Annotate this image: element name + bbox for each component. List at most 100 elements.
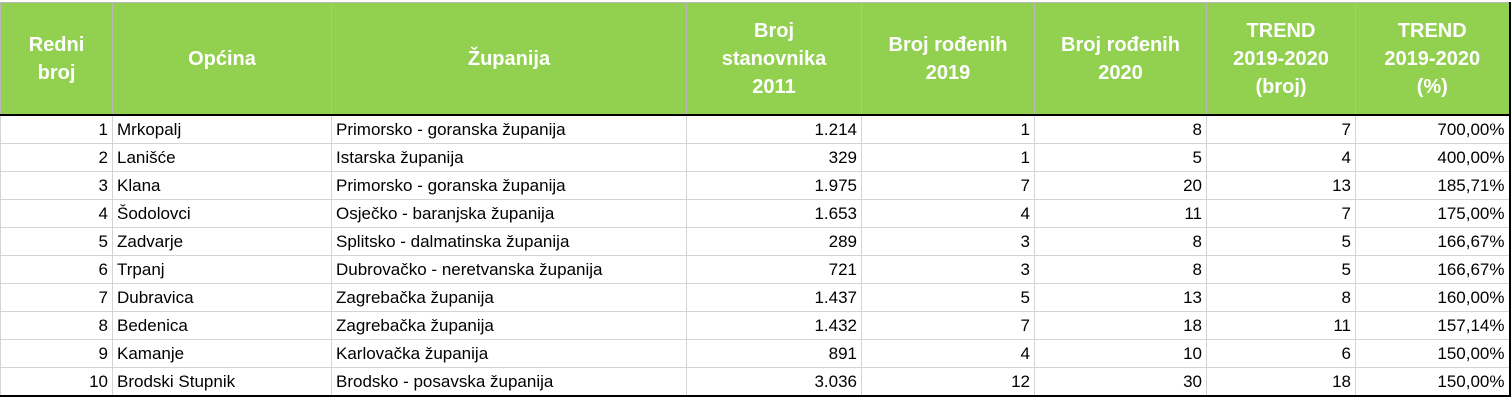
header-broj-stanovnika: Broj stanovnika 2011 [686,2,862,116]
births-trend-table: Redni broj Općina Županija Broj stanovnika … [0,2,1511,397]
cell-zupanija: Primorsko - goranska županija [331,171,687,200]
cell-opcina: Kamanje [112,339,332,368]
cell-trend-broj: 4 [1206,143,1356,172]
cell-zupanija: Istarska županija [331,143,687,172]
cell-zupanija: Zagrebačka županija [331,311,687,340]
cell-trend-broj: 7 [1206,199,1356,228]
cell-broj-stanovnika: 289 [686,227,862,256]
cell-trend-broj: 5 [1206,227,1356,256]
table-row: 2 Lanišće Istarska županija 329 1 5 4 400,00% [0,143,1511,172]
cell-rodeni-2020: 18 [1034,311,1207,340]
cell-rodeni-2020: 11 [1034,199,1207,228]
cell-broj-stanovnika: 1.432 [686,311,862,340]
cell-broj-stanovnika: 3.036 [686,367,862,397]
cell-rodeni-2019: 7 [861,171,1035,200]
cell-trend-postotak: 150,00% [1355,339,1511,368]
cell-trend-postotak: 400,00% [1355,143,1511,172]
cell-rodeni-2020: 13 [1034,283,1207,312]
cell-trend-postotak: 700,00% [1355,114,1511,144]
cell-rodeni-2019: 1 [861,143,1035,172]
table-row: 6 Trpanj Dubrovačko - neretvanska županija… [0,255,1511,284]
cell-trend-broj: 8 [1206,283,1356,312]
cell-broj-stanovnika: 1.214 [686,114,862,144]
cell-redni-broj: 5 [0,227,113,256]
cell-trend-broj: 6 [1206,339,1356,368]
cell-zupanija: Dubrovačko - neretvanska županija [331,255,687,284]
header-trend-broj: TREND 2019-2020 (broj) [1206,2,1356,116]
cell-redni-broj: 3 [0,171,113,200]
cell-rodeni-2019: 4 [861,339,1035,368]
cell-redni-broj: 10 [0,367,113,397]
cell-rodeni-2019: 7 [861,311,1035,340]
cell-broj-stanovnika: 1.653 [686,199,862,228]
cell-trend-postotak: 166,67% [1355,227,1511,256]
header-zupanija: Županija [331,2,687,116]
cell-opcina: Lanišće [112,143,332,172]
cell-trend-postotak: 160,00% [1355,283,1511,312]
cell-trend-broj: 13 [1206,171,1356,200]
cell-trend-postotak: 185,71% [1355,171,1511,200]
cell-redni-broj: 8 [0,311,113,340]
header-trend-postotak: TREND 2019-2020 (%) [1355,2,1511,116]
cell-opcina: Zadvarje [112,227,332,256]
cell-opcina: Trpanj [112,255,332,284]
cell-trend-broj: 11 [1206,311,1356,340]
cell-opcina: Brodski Stupnik [112,367,332,397]
header-redni-broj: Redni broj [0,2,113,116]
cell-trend-postotak: 157,14% [1355,311,1511,340]
header-rodeni-2019: Broj rođenih 2019 [861,2,1035,116]
cell-broj-stanovnika: 721 [686,255,862,284]
cell-trend-broj: 7 [1206,114,1356,144]
cell-zupanija: Karlovačka županija [331,339,687,368]
cell-rodeni-2020: 30 [1034,367,1207,397]
table-row: 5 Zadvarje Splitsko - dalmatinska županija… [0,227,1511,256]
cell-rodeni-2020: 20 [1034,171,1207,200]
cell-redni-broj: 2 [0,143,113,172]
table-row: 4 Šodolovci Osječko - baranjska županija 1.… [0,199,1511,228]
cell-broj-stanovnika: 329 [686,143,862,172]
cell-rodeni-2019: 3 [861,255,1035,284]
cell-rodeni-2020: 10 [1034,339,1207,368]
header-opcina: Općina [112,2,332,116]
cell-redni-broj: 9 [0,339,113,368]
cell-zupanija: Zagrebačka županija [331,283,687,312]
cell-opcina: Mrkopalj [112,114,332,144]
cell-trend-postotak: 166,67% [1355,255,1511,284]
header-rodeni-2020: Broj rođenih 2020 [1034,2,1207,116]
table-row: 9 Kamanje Karlovačka županija 891 4 10 6 150,00… [0,339,1511,368]
cell-rodeni-2019: 1 [861,114,1035,144]
cell-rodeni-2019: 3 [861,227,1035,256]
cell-redni-broj: 7 [0,283,113,312]
cell-trend-postotak: 175,00% [1355,199,1511,228]
cell-opcina: Bedenica [112,311,332,340]
cell-zupanija: Splitsko - dalmatinska županija [331,227,687,256]
cell-rodeni-2019: 4 [861,199,1035,228]
cell-opcina: Dubravica [112,283,332,312]
cell-redni-broj: 4 [0,199,113,228]
cell-rodeni-2019: 12 [861,367,1035,397]
table-header: Redni broj Općina Županija Broj stanovnika … [0,2,1511,116]
cell-opcina: Šodolovci [112,199,332,228]
cell-rodeni-2020: 5 [1034,143,1207,172]
cell-rodeni-2020: 8 [1034,255,1207,284]
cell-zupanija: Primorsko - goranska županija [331,114,687,144]
cell-zupanija: Brodsko - posavska županija [331,367,687,397]
cell-trend-broj: 5 [1206,255,1356,284]
table-row: 10 Brodski Stupnik Brodsko - posavska župa… [0,367,1511,397]
cell-trend-postotak: 150,00% [1355,367,1511,397]
cell-rodeni-2020: 8 [1034,114,1207,144]
table-body: 1 Mrkopalj Primorsko - goranska županija 1.… [0,114,1511,397]
table-row: 3 Klana Primorsko - goranska županija 1.975… [0,171,1511,200]
cell-redni-broj: 6 [0,255,113,284]
cell-zupanija: Osječko - baranjska županija [331,199,687,228]
table-row: 1 Mrkopalj Primorsko - goranska županija 1.… [0,114,1511,144]
table-row: 8 Bedenica Zagrebačka županija 1.432 7 18 11 15… [0,311,1511,340]
cell-broj-stanovnika: 891 [686,339,862,368]
table-row: 7 Dubravica Zagrebačka županija 1.437 5 13 8 16… [0,283,1511,312]
cell-redni-broj: 1 [0,114,113,144]
cell-rodeni-2019: 5 [861,283,1035,312]
cell-rodeni-2020: 8 [1034,227,1207,256]
cell-opcina: Klana [112,171,332,200]
cell-broj-stanovnika: 1.437 [686,283,862,312]
cell-broj-stanovnika: 1.975 [686,171,862,200]
